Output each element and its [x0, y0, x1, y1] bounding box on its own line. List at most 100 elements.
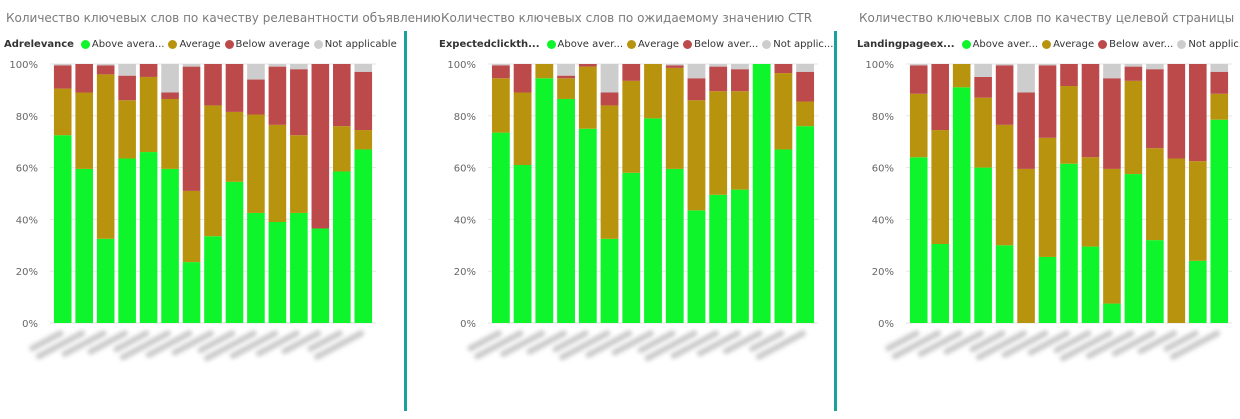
bar-segment-above[interactable] [491, 132, 510, 323]
bar-segment-below[interactable] [182, 66, 201, 191]
bar-segment-average[interactable] [1167, 158, 1186, 323]
bar-segment-above[interactable] [796, 126, 815, 323]
bar-segment-below[interactable] [491, 65, 510, 79]
bar-segment-above[interactable] [118, 158, 136, 323]
bar-segment-below[interactable] [1103, 78, 1121, 169]
legend-item-above[interactable]: Above aver... [961, 39, 1038, 50]
bar-segment-below[interactable] [75, 64, 93, 93]
bar-segment-above[interactable] [909, 157, 928, 323]
bar-stack[interactable] [1060, 64, 1078, 323]
legend-item-na[interactable]: Not applic... [762, 39, 833, 50]
bar-stack[interactable] [1103, 64, 1121, 323]
bar-segment-na[interactable] [290, 64, 308, 70]
legend-item-na[interactable]: Not applicable [313, 39, 397, 50]
bar-segment-na[interactable] [96, 64, 115, 66]
bar-segment-average[interactable] [995, 124, 1014, 246]
bar-segment-below[interactable] [225, 64, 244, 112]
bar-stack[interactable] [731, 64, 749, 323]
bar-segment-above[interactable] [247, 212, 265, 324]
bar-stack[interactable] [600, 64, 619, 323]
bar-segment-average[interactable] [53, 88, 72, 136]
bar-stack[interactable] [752, 64, 771, 323]
bar-segment-below[interactable] [204, 64, 222, 106]
bar-stack[interactable] [311, 64, 330, 323]
bar-stack[interactable] [1081, 64, 1100, 323]
bar-segment-below[interactable] [139, 64, 158, 77]
bar-segment-above[interactable] [1103, 303, 1121, 323]
bar-segment-na[interactable] [118, 64, 136, 76]
bar-segment-na[interactable] [1210, 64, 1229, 72]
bar-segment-above[interactable] [204, 236, 222, 324]
bar-stack[interactable] [268, 64, 287, 323]
bar-stack[interactable] [290, 64, 308, 324]
bar-stack[interactable] [665, 64, 684, 323]
bar-segment-above[interactable] [995, 245, 1014, 323]
bar-segment-below[interactable] [1081, 64, 1100, 158]
bar-stack[interactable] [1017, 64, 1035, 323]
bar-segment-above[interactable] [687, 210, 706, 323]
bar-segment-below[interactable] [1210, 71, 1229, 94]
bar-segment-average[interactable] [665, 67, 684, 169]
bar-segment-na[interactable] [491, 64, 510, 66]
bar-segment-above[interactable] [53, 135, 72, 323]
bar-segment-below[interactable] [1146, 69, 1164, 149]
bar-segment-average[interactable] [687, 100, 706, 211]
bar-stack[interactable] [709, 64, 728, 323]
bar-segment-na[interactable] [600, 64, 619, 93]
bar-segment-above[interactable] [665, 168, 684, 323]
bar-segment-na[interactable] [995, 64, 1014, 66]
bar-segment-below[interactable] [53, 65, 72, 89]
bar-segment-average[interactable] [952, 64, 971, 88]
bar-stack[interactable] [96, 64, 115, 323]
bar-segment-below[interactable] [731, 69, 749, 92]
bar-stack[interactable] [1189, 64, 1207, 323]
bar-segment-na[interactable] [909, 64, 928, 66]
bar-segment-above[interactable] [974, 167, 992, 323]
bar-segment-above[interactable] [1146, 240, 1164, 323]
bar-segment-below[interactable] [557, 75, 575, 79]
bar-segment-below[interactable] [622, 64, 641, 81]
bar-segment-average[interactable] [139, 76, 158, 153]
bar-segment-below[interactable] [774, 64, 793, 74]
bar-segment-above[interactable] [513, 165, 532, 323]
bar-segment-below[interactable] [161, 92, 179, 99]
bar-segment-average[interactable] [909, 93, 928, 158]
bar-segment-average[interactable] [118, 100, 136, 159]
bar-stack[interactable] [995, 64, 1014, 323]
bar-segment-average[interactable] [600, 105, 619, 239]
bar-stack[interactable] [491, 64, 510, 323]
bar-stack[interactable] [687, 64, 706, 323]
bar-segment-above[interactable] [952, 87, 971, 323]
bar-segment-below[interactable] [600, 92, 619, 106]
bar-stack[interactable] [578, 64, 597, 323]
bar-segment-below[interactable] [513, 64, 532, 93]
legend-item-below[interactable]: Below aver... [1098, 39, 1173, 50]
bar-segment-above[interactable] [600, 238, 619, 323]
bar-stack[interactable] [53, 64, 72, 323]
bar-segment-above[interactable] [774, 149, 793, 323]
legend-item-above[interactable]: Above avera... [80, 39, 164, 50]
bar-segment-average[interactable] [491, 78, 510, 133]
bar-segment-na[interactable] [731, 64, 749, 70]
bar-segment-above[interactable] [1189, 260, 1207, 323]
bar-segment-below[interactable] [909, 65, 928, 94]
bar-segment-average[interactable] [644, 64, 662, 119]
bar-stack[interactable] [974, 64, 992, 323]
bar-segment-above[interactable] [557, 98, 575, 323]
bar-segment-below[interactable] [118, 75, 136, 101]
bar-segment-above[interactable] [752, 64, 771, 323]
bar-segment-above[interactable] [709, 194, 728, 323]
bar-segment-average[interactable] [513, 92, 532, 166]
bar-segment-na[interactable] [354, 64, 373, 72]
bar-segment-above[interactable] [311, 228, 330, 323]
bar-segment-average[interactable] [709, 91, 728, 195]
bar-segment-below[interactable] [311, 64, 330, 229]
bar-segment-average[interactable] [182, 190, 201, 263]
bar-segment-below[interactable] [578, 64, 597, 67]
bar-segment-average[interactable] [622, 80, 641, 173]
bar-segment-average[interactable] [796, 101, 815, 127]
bar-segment-average[interactable] [774, 73, 793, 150]
bar-segment-na[interactable] [796, 64, 815, 72]
legend-item-below[interactable]: Below aver... [683, 39, 758, 50]
bar-segment-na[interactable] [247, 64, 265, 80]
